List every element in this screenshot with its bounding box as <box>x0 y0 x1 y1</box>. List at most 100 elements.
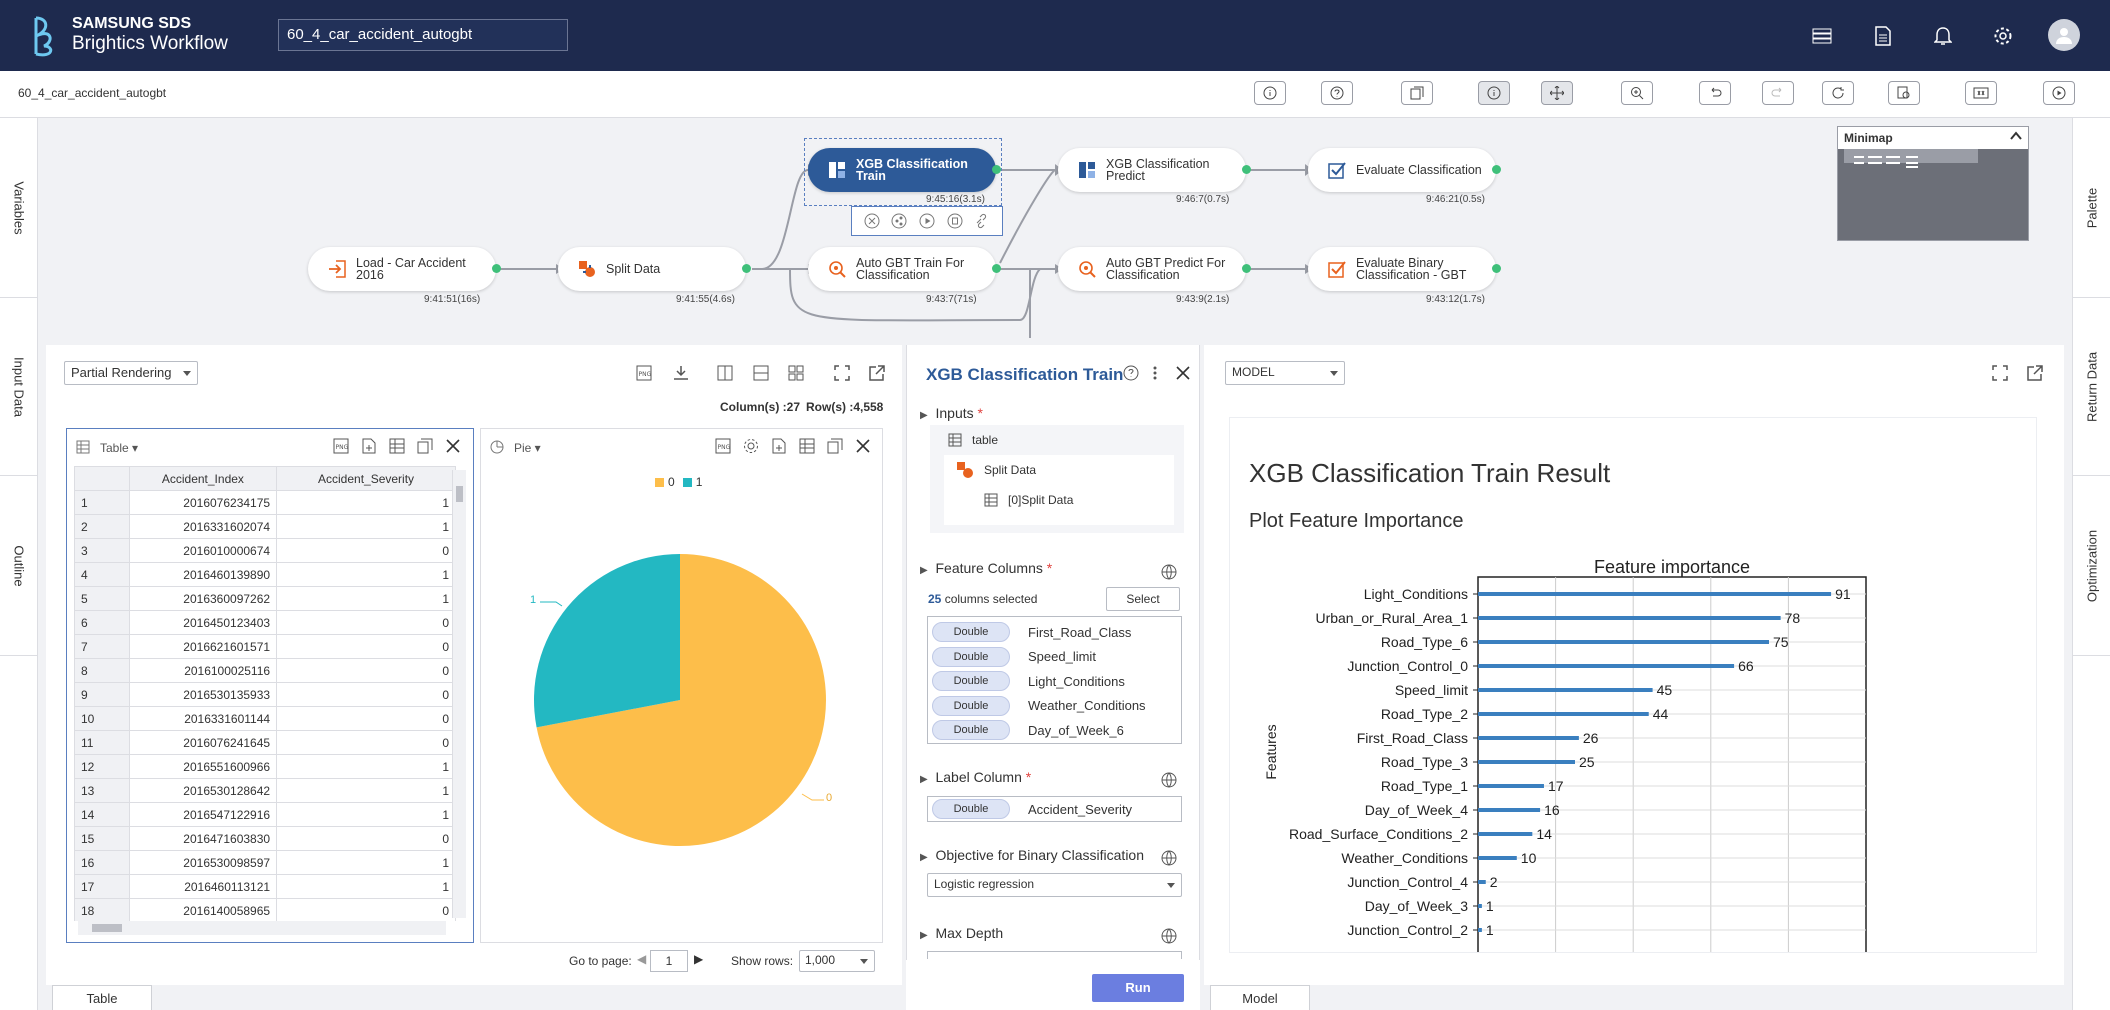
node-xgb-classification-predict[interactable]: XGB Classification Predict <box>1058 148 1246 192</box>
bar[interactable] <box>1478 904 1482 908</box>
node-output-port[interactable] <box>492 264 501 273</box>
globe-icon[interactable] <box>1160 771 1178 789</box>
objective-section[interactable]: ▶ Objective for Binary Classification <box>920 847 1145 863</box>
pie-chart[interactable] <box>520 540 840 860</box>
bar[interactable] <box>1478 592 1832 596</box>
run-button[interactable]: Run <box>1092 974 1184 1002</box>
info-toggle-icon[interactable] <box>1478 81 1510 105</box>
popout-icon[interactable] <box>2025 363 2045 383</box>
add-file-icon[interactable] <box>770 437 788 455</box>
png-icon[interactable]: PNG <box>714 437 732 455</box>
show-rows-select[interactable]: 1,000 <box>799 950 875 972</box>
table-row[interactable]: 13 2016530128642 1 <box>74 778 456 803</box>
tab-model[interactable]: Model <box>1210 985 1310 1010</box>
redo-icon[interactable] <box>1762 81 1794 105</box>
node-load-car-accident[interactable]: Load - Car Accident 2016 <box>308 247 496 291</box>
variables-icon[interactable] <box>1965 81 1997 105</box>
view-type-select[interactable]: Pie ▾ <box>514 441 541 455</box>
duplicate-icon[interactable] <box>416 437 434 455</box>
bar[interactable] <box>1478 688 1653 692</box>
input-split-data-item[interactable]: Split Data <box>956 461 1036 479</box>
popout-icon[interactable] <box>867 363 887 383</box>
node-output-port[interactable] <box>742 264 751 273</box>
node-output-port[interactable] <box>1492 165 1501 174</box>
node-evaluate-classification[interactable]: Evaluate Classification <box>1308 148 1496 192</box>
table-settings-icon[interactable] <box>388 437 406 455</box>
node-output-port[interactable] <box>1492 264 1501 273</box>
side-tab-palette[interactable]: Palette <box>2072 118 2110 298</box>
table-row[interactable]: 2 2016331602074 1 <box>74 514 456 539</box>
table-settings-icon[interactable] <box>798 437 816 455</box>
bar[interactable] <box>1478 760 1575 764</box>
help-icon[interactable] <box>1122 364 1140 382</box>
table-row[interactable]: 4 2016460139890 1 <box>74 562 456 587</box>
expand-icon[interactable] <box>832 363 852 383</box>
table-row[interactable]: 15 2016471603830 0 <box>74 826 456 851</box>
project-name-input[interactable]: 60_4_car_accident_autogbt <box>278 19 568 51</box>
bar[interactable] <box>1478 640 1769 644</box>
feature-column-item[interactable]: Double Weather_Conditions <box>932 695 1146 717</box>
add-file-icon[interactable] <box>360 437 378 455</box>
bell-icon[interactable] <box>1927 20 1959 52</box>
help-icon[interactable] <box>1321 81 1353 105</box>
duplicate-icon[interactable] <box>826 437 844 455</box>
search-doc-icon[interactable] <box>1888 81 1920 105</box>
feature-columns-list[interactable]: Double First_Road_Class Double Speed_limit D… <box>927 616 1182 744</box>
delete-icon[interactable] <box>947 213 963 229</box>
table-row[interactable]: 7 2016621601571 0 <box>74 634 456 659</box>
grid-layout-icon[interactable] <box>786 363 806 383</box>
run-all-icon[interactable] <box>2043 81 2075 105</box>
more-options-icon[interactable] <box>1148 364 1162 382</box>
tab-table[interactable]: Table <box>52 985 152 1010</box>
refresh-icon[interactable] <box>1822 81 1854 105</box>
table-row[interactable]: 10 2016331601144 0 <box>74 706 456 731</box>
globe-icon[interactable] <box>1160 927 1178 945</box>
feature-column-item[interactable]: Double First_Road_Class <box>932 621 1131 643</box>
bar[interactable] <box>1478 616 1781 620</box>
side-tab-outline[interactable]: Outline <box>0 476 38 656</box>
cancel-icon[interactable] <box>864 213 880 229</box>
png-export-icon[interactable]: PNG <box>634 363 654 383</box>
png-icon[interactable]: PNG <box>332 437 350 455</box>
data-table[interactable]: Accident_Index Accident_Severity 1 2016076… <box>74 466 456 921</box>
horizontal-scrollbar[interactable] <box>78 921 446 935</box>
link-icon[interactable] <box>974 213 990 229</box>
side-tab-return-data[interactable]: Return Data <box>2072 298 2110 476</box>
document-icon[interactable] <box>1867 20 1899 52</box>
table-row[interactable]: 14 2016547122916 1 <box>74 802 456 827</box>
table-row[interactable]: 17 2016460113121 1 <box>74 874 456 899</box>
feature-columns-section[interactable]: ▶ Feature Columns * <box>920 560 1053 576</box>
table-row[interactable]: 5 2016360097262 1 <box>74 586 456 611</box>
side-tab-variables[interactable]: Variables <box>0 118 38 298</box>
download-icon[interactable] <box>671 363 691 383</box>
pie-slice-1[interactable] <box>534 554 680 728</box>
node-split-data[interactable]: Split Data <box>558 247 746 291</box>
col-header[interactable]: Accident_Index <box>128 466 278 491</box>
table-row[interactable]: 11 2016076241645 0 <box>74 730 456 755</box>
table-row[interactable]: 3 2016010000674 0 <box>74 538 456 563</box>
bar[interactable] <box>1478 856 1517 860</box>
input-table-item[interactable]: table <box>948 433 998 447</box>
vertical-scrollbar[interactable] <box>452 470 466 918</box>
move-icon[interactable] <box>1541 81 1573 105</box>
view-type-select[interactable]: Table ▾ <box>100 441 139 455</box>
node-evaluate-binary-classification[interactable]: Evaluate Binary Classification - GBT <box>1308 247 1496 291</box>
close-icon[interactable] <box>444 437 462 455</box>
node-output-port[interactable] <box>992 264 1001 273</box>
minimap[interactable]: Minimap <box>1837 126 2029 241</box>
node-output-port[interactable] <box>992 165 1001 174</box>
pie-slice-0[interactable] <box>536 554 826 846</box>
collapse-icon[interactable] <box>2010 131 2022 145</box>
node-auto-gbt-train[interactable]: Auto GBT Train For Classification <box>808 247 996 291</box>
bar[interactable] <box>1478 928 1482 932</box>
render-mode-select[interactable]: Partial Rendering <box>64 361 198 385</box>
bar[interactable] <box>1478 784 1544 788</box>
copy-icon[interactable] <box>1401 81 1433 105</box>
prev-page-button[interactable]: ◀ <box>637 952 647 966</box>
node-output-port[interactable] <box>1242 264 1251 273</box>
table-row[interactable]: 12 2016551600966 1 <box>74 754 456 779</box>
undo-icon[interactable] <box>1699 81 1731 105</box>
table-row[interactable]: 1 2016076234175 1 <box>74 490 456 515</box>
page-input[interactable]: 1 <box>650 950 688 972</box>
bar[interactable] <box>1478 664 1735 668</box>
